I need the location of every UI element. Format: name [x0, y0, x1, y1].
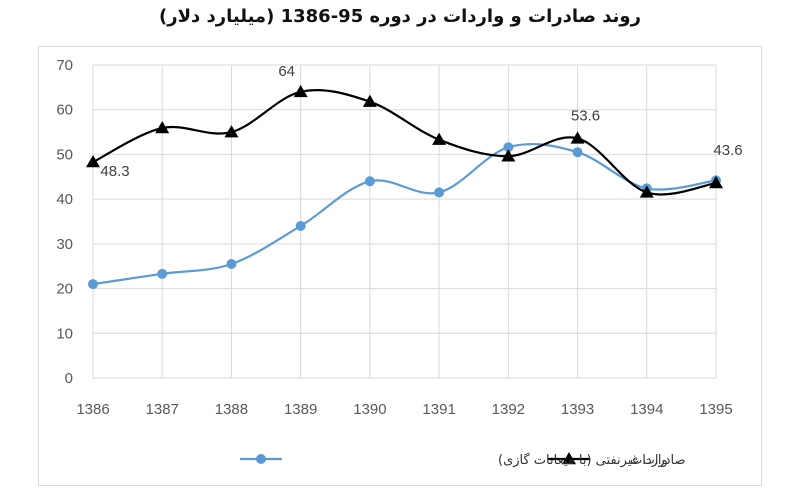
series-1-point — [224, 125, 239, 138]
x-tick-label: 1388 — [215, 401, 248, 418]
y-tick-label: 10 — [56, 325, 73, 342]
x-tick-label: 1395 — [699, 401, 732, 418]
series-0-point — [364, 176, 375, 187]
series-0-point — [157, 268, 168, 279]
y-tick-label: 70 — [56, 57, 73, 74]
series-line-0 — [92, 142, 717, 286]
x-tick-label: 1387 — [146, 401, 179, 418]
series-1-point — [639, 185, 654, 198]
legend-label-exports: صادرات غیرنفتی (با میعانات گازی) — [498, 452, 686, 468]
legend-marker-exports — [256, 454, 266, 464]
x-tick-label: 1392 — [492, 401, 525, 418]
x-tick-label: 1391 — [422, 401, 455, 418]
data-label: 53.6 — [571, 107, 600, 124]
chart-frame — [38, 46, 762, 486]
series-1-point — [293, 84, 308, 98]
y-tick-label: 0 — [65, 370, 73, 387]
data-label: 64 — [278, 63, 295, 80]
series-1-point — [709, 176, 723, 189]
series-0-point — [434, 187, 445, 198]
y-tick-label: 60 — [56, 102, 73, 119]
x-tick-label: 1390 — [353, 401, 386, 418]
y-tick-label: 50 — [56, 146, 73, 163]
y-tick-label: 20 — [56, 281, 73, 298]
chart-title: روند صادرات و واردات در دوره 95-1386 (می… — [159, 6, 641, 27]
series-0-point — [572, 147, 583, 158]
series-1-point — [86, 155, 100, 168]
series-1-point — [501, 149, 516, 162]
x-tick-label: 1389 — [284, 401, 317, 418]
y-tick-label: 40 — [56, 191, 73, 208]
legend-marker-imports — [562, 452, 576, 465]
series-1-point — [155, 121, 170, 134]
series-0-point — [226, 258, 237, 269]
series-line-1 — [92, 89, 717, 196]
x-tick-label: 1393 — [561, 401, 594, 418]
x-tick-label: 1386 — [76, 401, 109, 418]
legend-label-imports: واردات — [630, 453, 668, 468]
y-tick-label: 30 — [56, 236, 73, 253]
series-1-point — [570, 131, 585, 144]
series-0-point — [503, 142, 514, 153]
series-1-point — [432, 132, 447, 145]
data-label: 48.3 — [100, 163, 129, 180]
series-0-point — [88, 279, 98, 290]
series-0-point — [295, 220, 306, 231]
series-1-point — [362, 94, 377, 107]
x-tick-label: 1394 — [630, 401, 663, 418]
data-label: 43.6 — [713, 142, 742, 159]
